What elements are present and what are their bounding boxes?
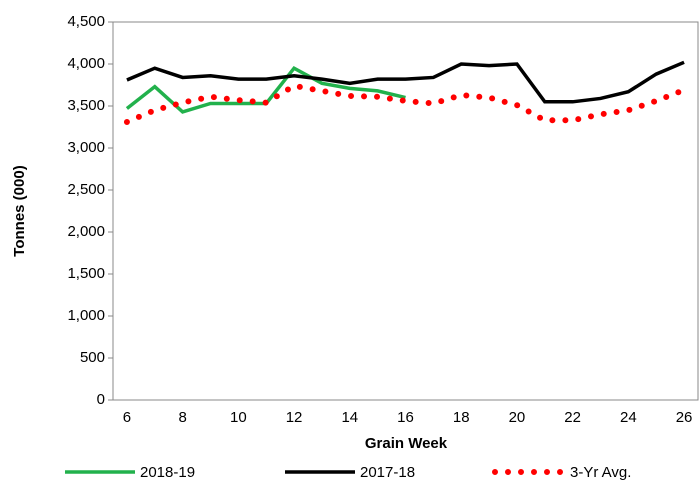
- x-tick-label: 22: [564, 409, 581, 426]
- y-tick-label: 3,500: [67, 97, 105, 114]
- x-tick-label: 16: [397, 409, 414, 426]
- y-tick-label: 4,500: [67, 13, 105, 30]
- series-line: [126, 60, 685, 104]
- plot-frame: [112, 21, 699, 401]
- x-tick-label: 14: [341, 409, 358, 426]
- y-axis-label: Tonnes (000): [11, 165, 28, 256]
- x-tick-label: 24: [620, 409, 637, 426]
- legend-label: 2018-19: [140, 464, 195, 481]
- x-tick-label: 26: [676, 409, 693, 426]
- y-tick-label: 2,500: [67, 181, 105, 198]
- legend-label: 3-Yr Avg.: [570, 464, 631, 481]
- y-tick-label: 2,000: [67, 223, 105, 240]
- y-tick-label: 3,000: [67, 139, 105, 156]
- x-tick-label: 8: [178, 409, 186, 426]
- y-tick-label: 1,500: [67, 265, 105, 282]
- y-tick-label: 1,000: [67, 307, 105, 324]
- legend-label: 2017-18: [360, 464, 415, 481]
- y-tick-label: 500: [80, 349, 105, 366]
- x-axis-label: Grain Week: [365, 435, 448, 452]
- y-tick-label: 0: [97, 391, 105, 408]
- x-tick-label: 6: [123, 409, 131, 426]
- x-tick-label: 20: [509, 409, 526, 426]
- x-tick-label: 12: [286, 409, 303, 426]
- x-tick-label: 10: [230, 409, 247, 426]
- series-line: [123, 82, 688, 125]
- y-tick-label: 4,000: [67, 55, 105, 72]
- x-tick-label: 18: [453, 409, 470, 426]
